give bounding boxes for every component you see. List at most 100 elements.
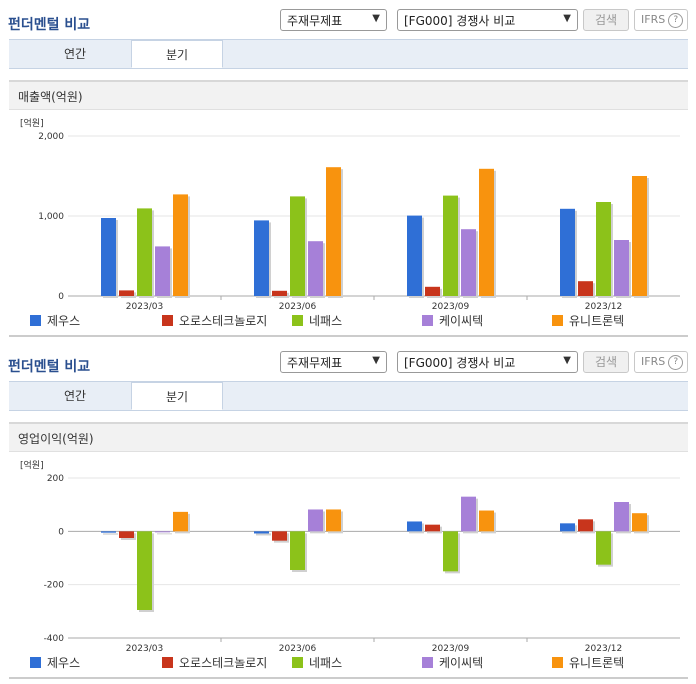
legend-label: 제우스	[47, 656, 81, 670]
bar-shadow	[103, 533, 118, 535]
bar	[614, 240, 629, 296]
legend-swatch	[422, 315, 433, 326]
compare-select-value: [FG000] 경쟁사 비교	[404, 14, 516, 28]
bar	[137, 208, 152, 296]
bar	[578, 281, 593, 296]
bar	[308, 509, 323, 532]
legend-swatch	[552, 315, 563, 326]
bar	[272, 531, 287, 541]
ifrs-label: IFRS	[641, 13, 666, 26]
bar	[614, 502, 629, 532]
bar	[443, 531, 458, 572]
compare-select-value: [FG000] 경쟁사 비교	[404, 356, 516, 370]
legend-label: 오로스테크놀로지	[179, 656, 268, 670]
bar	[560, 523, 575, 532]
legend-item[interactable]: 오로스테크놀로지	[162, 313, 267, 329]
bar	[596, 531, 611, 565]
legend-item[interactable]: 네패스	[292, 655, 342, 671]
compare-select[interactable]: [FG000] 경쟁사 비교 ▼	[397, 351, 578, 373]
legend-label: 네패스	[309, 314, 343, 328]
tab-annual[interactable]: 연간	[63, 47, 87, 61]
legend-label: 제우스	[47, 314, 81, 328]
legend-item[interactable]: 제우스	[30, 655, 80, 671]
metric-header: 영업이익(억원)	[9, 422, 688, 452]
help-icon: ?	[668, 354, 684, 370]
bar	[155, 531, 170, 533]
legend-swatch	[422, 657, 433, 668]
bar	[461, 496, 476, 532]
panel-divider	[9, 335, 688, 337]
legend-swatch	[292, 315, 303, 326]
legend-label: 유니트론텍	[569, 656, 625, 670]
y-tick-label: 200	[47, 474, 64, 484]
legend-swatch	[552, 657, 563, 668]
panel-revenue: 펀더멘털 비교 주재무제표 ▼ [FG000] 경쟁사 비교 ▼ 검색 IFRS…	[8, 9, 688, 337]
ifrs-button[interactable]: IFRS?	[634, 9, 688, 31]
bar	[254, 220, 269, 296]
legend-item[interactable]: 네패스	[292, 313, 342, 329]
period-tabs: 연간 분기	[9, 381, 688, 411]
legend-swatch	[292, 657, 303, 668]
search-button[interactable]: 검색	[583, 9, 629, 31]
metric-header: 매출액(억원)	[9, 80, 688, 110]
bar	[578, 519, 593, 532]
bar	[119, 531, 134, 538]
y-tick-label: 0	[58, 527, 64, 537]
statement-select[interactable]: 주재무제표 ▼	[280, 9, 387, 31]
bar	[479, 510, 494, 532]
ifrs-label: IFRS	[641, 355, 666, 368]
bar	[425, 524, 440, 532]
legend-item[interactable]: 오로스테크놀로지	[162, 655, 267, 671]
chevron-down-icon: ▼	[563, 13, 571, 24]
tab-quarterly[interactable]: 분기	[131, 40, 223, 68]
bar	[137, 531, 152, 610]
x-tick-label: 2023/12	[585, 644, 622, 654]
legend-item[interactable]: 유니트론텍	[552, 655, 624, 671]
bar	[596, 202, 611, 296]
statement-select-value: 주재무제표	[287, 356, 343, 370]
compare-select[interactable]: [FG000] 경쟁사 비교 ▼	[397, 9, 578, 31]
legend-item[interactable]: 유니트론텍	[552, 313, 624, 329]
legend-label: 유니트론텍	[569, 314, 625, 328]
tab-quarterly[interactable]: 분기	[131, 382, 223, 410]
legend-item[interactable]: 케이씨텍	[422, 313, 483, 329]
chevron-down-icon: ▼	[372, 13, 380, 24]
help-icon: ?	[668, 12, 684, 28]
legend-swatch	[162, 315, 173, 326]
legend-label: 네패스	[309, 656, 343, 670]
statement-select[interactable]: 주재무제표 ▼	[280, 351, 387, 373]
bar	[479, 168, 494, 296]
bar	[326, 509, 341, 532]
bar	[119, 290, 134, 296]
legend-swatch	[30, 315, 41, 326]
bar	[308, 241, 323, 296]
panel-title: 펀더멘털 비교	[8, 17, 91, 33]
y-tick-label: -400	[44, 634, 65, 644]
legend-label: 케이씨텍	[439, 656, 484, 670]
ifrs-button[interactable]: IFRS?	[634, 351, 688, 373]
legend-swatch	[162, 657, 173, 668]
y-tick-label: 0	[58, 292, 64, 302]
search-button[interactable]: 검색	[583, 351, 629, 373]
bar	[326, 167, 341, 296]
y-tick-label: 2,000	[38, 132, 64, 142]
tab-annual[interactable]: 연간	[63, 389, 87, 403]
y-axis-unit-label: [억원]	[20, 117, 44, 129]
bar	[173, 194, 188, 296]
operating-profit-chart: [억원] -400 -200 0 200 2023/03 2023/06 2023/09 202…	[20, 459, 680, 654]
legend-item[interactable]: 케이씨텍	[422, 655, 483, 671]
bar	[101, 531, 116, 533]
x-tick-label: 2023/03	[126, 644, 163, 654]
chevron-down-icon: ▼	[563, 355, 571, 366]
panel-title: 펀더멘털 비교	[8, 359, 91, 375]
bar	[425, 286, 440, 296]
y-tick-label: -200	[44, 581, 65, 591]
bar	[173, 511, 188, 532]
bar	[272, 290, 287, 296]
x-tick-label: 2023/06	[279, 302, 317, 312]
panel-divider	[9, 677, 688, 679]
x-tick-label: 2023/09	[432, 644, 470, 654]
panel-operating-profit: 펀더멘털 비교 주재무제표 ▼ [FG000] 경쟁사 비교 ▼ 검색 IFRS…	[0, 342, 696, 684]
bar	[407, 521, 422, 532]
legend-item[interactable]: 제우스	[30, 313, 80, 329]
